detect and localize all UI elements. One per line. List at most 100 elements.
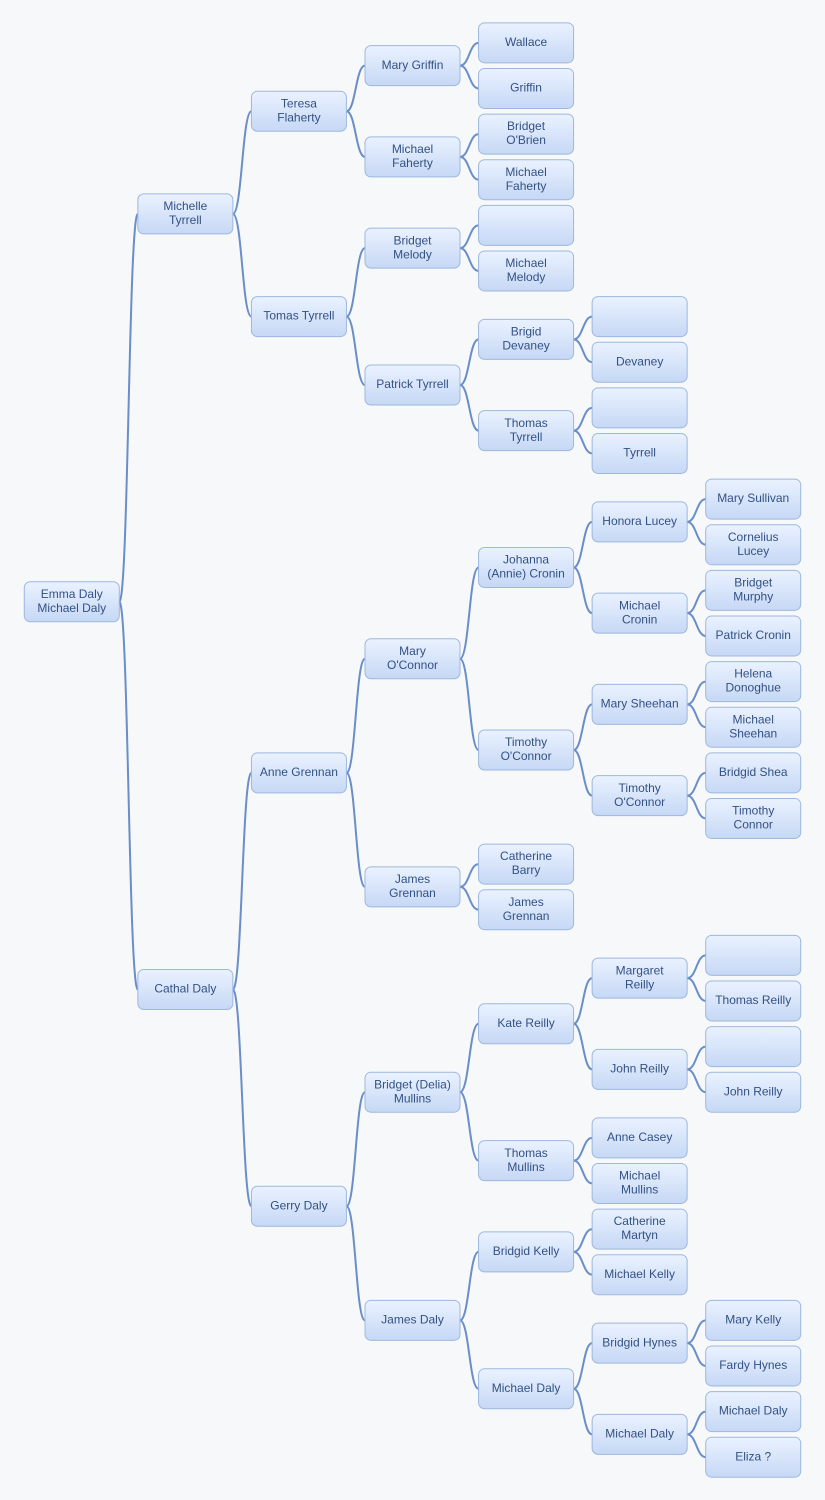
tree-link <box>460 864 479 887</box>
tree-node: ThomasMullins <box>479 1141 574 1181</box>
node-label: Michael <box>733 712 774 726</box>
tree-link <box>574 317 593 340</box>
tree-node: MargaretReilly <box>592 958 687 998</box>
node-box <box>706 935 801 975</box>
node-label: Timothy <box>505 735 547 749</box>
tree-node: BridgetMelody <box>365 228 460 268</box>
tree-link <box>687 1047 706 1070</box>
tree-link <box>687 796 706 819</box>
node-label: O'Connor <box>501 749 552 763</box>
node-label: Melody <box>393 247 432 261</box>
node-label: John Reilly <box>724 1084 783 1098</box>
node-label: Lucey <box>737 544 769 558</box>
tree-link <box>460 248 479 271</box>
node-label: Cronin <box>622 612 657 626</box>
node-label: Thomas <box>504 1146 547 1160</box>
tree-link <box>460 66 479 89</box>
tree-link <box>460 339 479 385</box>
node-label: Timothy <box>619 781 661 795</box>
tree-node: CatherineMartyn <box>592 1209 687 1249</box>
tree-node: TimothyO'Connor <box>479 730 574 770</box>
node-label: Reilly <box>625 977 654 991</box>
tree-link <box>460 134 479 157</box>
node-label: James <box>395 872 430 886</box>
tree-node: Johanna(Annie) Cronin <box>479 548 574 588</box>
tree-node: Michael Daly <box>592 1414 687 1454</box>
tree-node: Tomas Tyrrell <box>251 297 346 337</box>
tree-link <box>119 214 138 602</box>
tree-link <box>460 568 479 659</box>
node-label: Connor <box>734 818 773 832</box>
tree-node: Wallace <box>479 23 574 63</box>
tree-link <box>233 214 252 317</box>
tree-node: Kate Reilly <box>479 1004 574 1044</box>
node-label: Mullins <box>394 1091 431 1105</box>
node-label: Michael <box>505 165 546 179</box>
node-label: Tyrrell <box>510 430 543 444</box>
node-label: Patrick Cronin <box>716 628 791 642</box>
node-label: Flaherty <box>277 110 320 124</box>
tree-node: Devaney <box>592 342 687 382</box>
tree-link <box>346 1092 365 1206</box>
tree-link <box>687 773 706 796</box>
node-label: Helena <box>734 667 772 681</box>
node-label: Bridgid Shea <box>719 765 788 779</box>
tree-link <box>574 704 593 750</box>
node-label: Bridgid Hynes <box>602 1335 677 1349</box>
tree-node: Mary Griffin <box>365 46 460 86</box>
tree-link <box>574 1161 593 1184</box>
tree-node: John Reilly <box>706 1072 801 1112</box>
node-label: Bridget (Delia) <box>374 1077 451 1091</box>
node-label: Gerry Daly <box>270 1198 327 1212</box>
node-label: Murphy <box>733 589 773 603</box>
tree-link <box>687 590 706 613</box>
node-label: Fardy Hynes <box>719 1358 787 1372</box>
node-label: Mullins <box>507 1160 544 1174</box>
node-label: Tomas Tyrrell <box>263 309 334 323</box>
tree-link <box>574 339 593 362</box>
node-label: Mary <box>399 644 426 658</box>
tree-node: Bridgid Hynes <box>592 1323 687 1363</box>
node-label: Honora Lucey <box>602 514 677 528</box>
node-label: Griffin <box>510 81 542 95</box>
node-label: Michael <box>619 598 660 612</box>
node-label: Mary Sullivan <box>717 491 789 505</box>
node-label: Margaret <box>616 963 665 977</box>
node-label: James Daly <box>381 1312 444 1326</box>
node-label: Devaney <box>502 339 549 353</box>
tree-node: Tyrrell <box>592 433 687 473</box>
node-label: Thomas <box>504 416 547 430</box>
tree-link <box>346 773 365 887</box>
tree-link <box>687 613 706 636</box>
node-label: James <box>508 895 543 909</box>
tree-link <box>574 408 593 431</box>
node-label: Emma Daly <box>41 587 103 601</box>
tree-node: MichaelFaherty <box>365 137 460 177</box>
tree-link <box>574 1024 593 1070</box>
tree-link <box>687 682 706 705</box>
tree-node: MichaelMullins <box>592 1163 687 1203</box>
tree-link <box>460 43 479 66</box>
node-label: Michael Daly <box>37 601 106 615</box>
tree-node: Thomas Reilly <box>706 981 801 1021</box>
tree-node: TimothyConnor <box>706 798 801 838</box>
tree-link <box>574 1389 593 1435</box>
node-label: O'Connor <box>614 795 665 809</box>
node-label: O'Connor <box>387 658 438 672</box>
node-label: Eliza ? <box>735 1449 771 1463</box>
tree-link <box>460 1092 479 1160</box>
tree-link <box>574 750 593 796</box>
node-label: Michelle <box>163 199 207 213</box>
tree-link <box>574 1343 593 1389</box>
node-label: Michael Daly <box>605 1427 674 1441</box>
node-label: Patrick Tyrrell <box>376 377 448 391</box>
tree-node: James Daly <box>365 1300 460 1340</box>
tree-node: Gerry Daly <box>251 1186 346 1226</box>
tree-node: Mary Sheehan <box>592 684 687 724</box>
tree-link <box>574 522 593 568</box>
node-label: Cornelius <box>728 530 779 544</box>
node-box <box>479 205 574 245</box>
node-label: Michael <box>392 142 433 156</box>
tree-link <box>574 978 593 1024</box>
node-label: Anne Casey <box>607 1130 672 1144</box>
